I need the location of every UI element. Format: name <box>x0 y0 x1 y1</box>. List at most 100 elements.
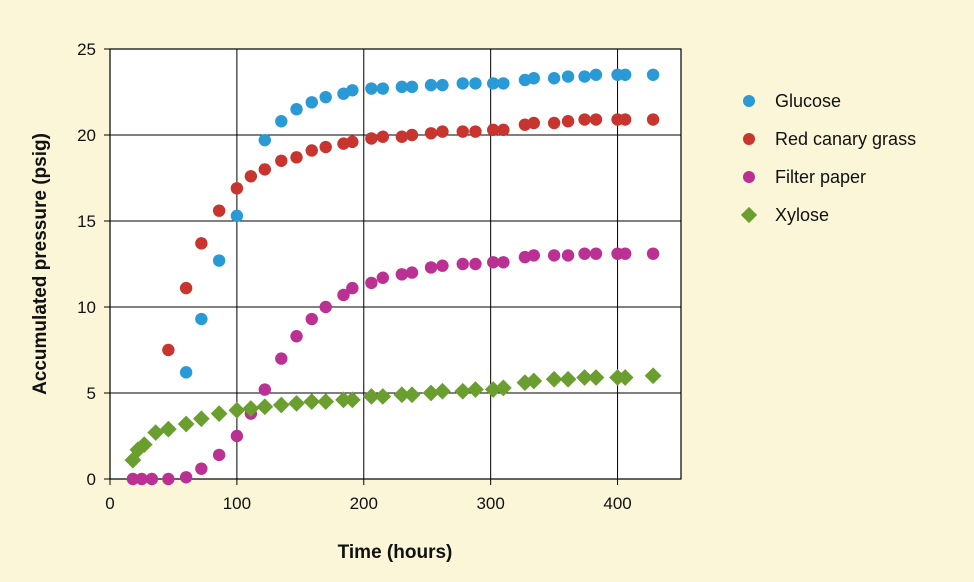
data-point-xylose <box>616 369 634 386</box>
y-tick-label: 5 <box>87 384 96 403</box>
data-point-red-canary-grass <box>456 125 469 138</box>
data-point-red-canary-grass <box>365 132 378 145</box>
series-red-canary-grass <box>162 113 660 357</box>
data-point-filter-paper <box>230 429 244 443</box>
y-axis-title: Accumulated pressure (psig) <box>30 133 51 395</box>
data-point-filter-paper <box>589 247 603 260</box>
data-point-glucose <box>456 77 469 90</box>
data-point-filter-paper <box>305 312 318 326</box>
data-point-xylose <box>317 393 335 410</box>
data-point-glucose <box>195 312 208 326</box>
data-point-red-canary-grass <box>275 154 288 167</box>
data-point-xylose <box>343 391 361 409</box>
legend: Glucose Red canary grass Filter paper Xylos… <box>740 91 916 225</box>
data-point-red-canary-grass <box>589 113 603 126</box>
data-point-filter-paper <box>424 261 438 274</box>
legend-marker-glucose <box>743 95 755 107</box>
legend-marker-xylose <box>740 206 758 224</box>
data-point-red-canary-grass <box>290 151 303 164</box>
data-point-glucose <box>589 68 603 82</box>
data-point-xylose <box>272 396 290 414</box>
data-point-glucose <box>275 115 288 128</box>
x-tick-label: 400 <box>603 494 631 513</box>
data-point-filter-paper <box>212 448 226 462</box>
data-point-xylose <box>494 379 512 397</box>
data-point-xylose <box>159 420 177 438</box>
data-point-glucose <box>646 68 660 82</box>
data-point-filter-paper <box>126 472 140 486</box>
data-point-red-canary-grass <box>547 116 561 130</box>
data-point-red-canary-grass <box>527 116 541 130</box>
x-tick-label: 100 <box>223 494 251 513</box>
data-point-filter-paper <box>376 271 390 284</box>
data-point-glucose <box>230 209 244 223</box>
x-tick-label: 200 <box>350 494 378 513</box>
data-point-filter-paper <box>547 249 561 262</box>
y-tick-label: 0 <box>87 470 96 489</box>
data-point-glucose <box>487 77 500 90</box>
data-point-filter-paper <box>578 247 591 260</box>
data-point-glucose <box>290 103 303 116</box>
data-point-xylose <box>288 394 305 412</box>
data-point-filter-paper <box>527 249 541 262</box>
data-point-red-canary-grass <box>469 125 482 138</box>
data-point-glucose <box>469 77 482 90</box>
data-point-glucose <box>424 78 438 92</box>
data-point-filter-paper <box>319 300 332 314</box>
legend-label-xylose: Xylose <box>775 205 829 225</box>
data-point-glucose <box>578 70 591 83</box>
tick-labels: 0 100 200 300 400 0 5 10 15 20 25 <box>77 40 632 513</box>
data-point-glucose <box>618 68 632 82</box>
data-point-glucose <box>497 77 510 90</box>
data-point-xylose <box>256 398 274 416</box>
data-point-filter-paper <box>179 471 193 484</box>
data-point-glucose <box>212 254 226 267</box>
data-point-xylose <box>124 451 142 469</box>
data-point-glucose <box>395 80 409 94</box>
data-point-filter-paper <box>456 257 469 271</box>
legend-item-filter-paper: Filter paper <box>743 167 866 187</box>
data-point-red-canary-grass <box>424 127 438 140</box>
data-point-filter-paper <box>290 330 303 343</box>
data-point-xylose <box>393 386 411 404</box>
data-point-filter-paper <box>405 266 419 279</box>
data-point-glucose <box>346 84 359 97</box>
data-point-xylose <box>210 405 228 423</box>
data-point-xylose <box>363 388 380 405</box>
data-point-xylose <box>484 381 502 398</box>
data-point-filter-paper <box>469 257 482 271</box>
data-point-xylose <box>147 424 165 441</box>
data-point-red-canary-grass <box>162 343 175 357</box>
data-point-xylose <box>242 400 260 417</box>
data-point-red-canary-grass <box>436 125 449 138</box>
data-point-filter-paper <box>162 472 175 486</box>
data-point-red-canary-grass <box>319 140 332 154</box>
data-point-filter-paper <box>395 268 409 281</box>
data-point-filter-paper <box>145 472 159 486</box>
data-point-filter-paper <box>436 259 449 272</box>
data-point-glucose <box>561 70 575 83</box>
data-point-xylose <box>303 393 321 410</box>
data-point-red-canary-grass <box>618 113 632 126</box>
y-tick-label: 20 <box>77 126 96 145</box>
data-point-red-canary-grass <box>346 135 359 149</box>
x-axis-title: Time (hours) <box>338 542 453 563</box>
y-tick-label: 15 <box>77 212 96 231</box>
data-point-red-canary-grass <box>179 281 193 295</box>
data-point-xylose <box>576 369 593 386</box>
x-tick-label: 300 <box>476 494 504 513</box>
data-point-xylose <box>559 370 577 388</box>
legend-label-filter-paper: Filter paper <box>775 167 866 187</box>
data-point-filter-paper <box>497 256 510 269</box>
data-point-glucose <box>405 80 419 94</box>
data-point-glucose <box>527 72 541 85</box>
data-point-red-canary-grass <box>258 163 272 176</box>
data-point-red-canary-grass <box>376 130 390 143</box>
data-point-red-canary-grass <box>487 123 500 137</box>
data-point-filter-paper <box>346 281 359 295</box>
data-point-xylose <box>525 372 543 390</box>
data-point-xylose <box>545 370 563 388</box>
data-point-filter-paper <box>487 256 500 269</box>
series-xylose <box>124 367 662 469</box>
